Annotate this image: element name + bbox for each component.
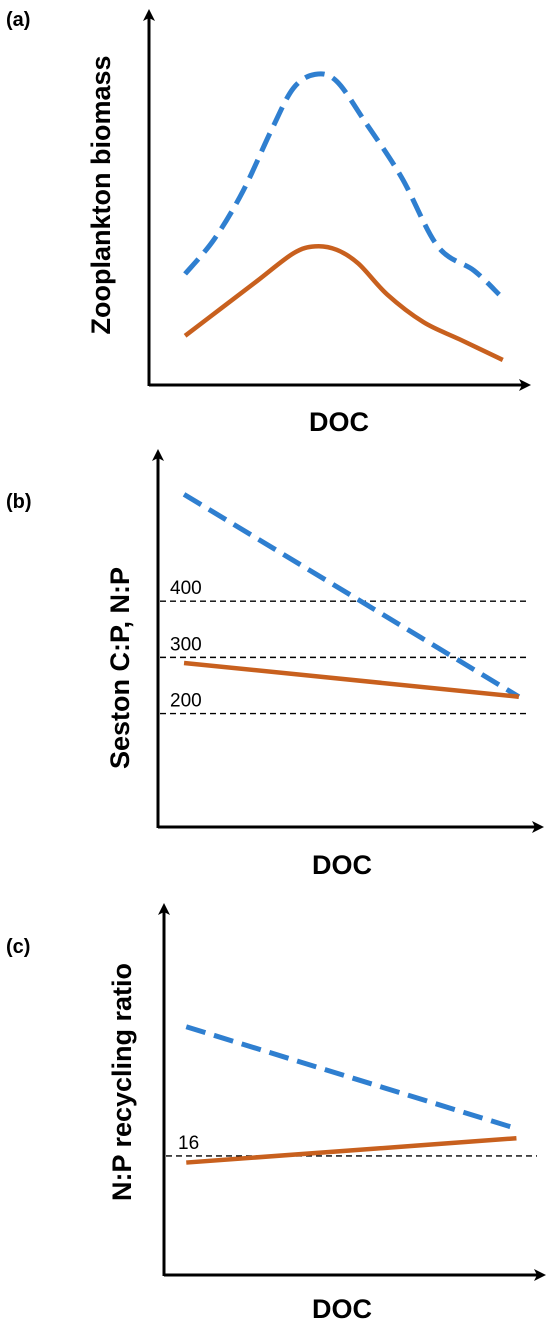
- panel-b: (b) Seston C:P, N:P DOC 400 300 200: [6, 449, 544, 880]
- y-axis-title-b: Seston C:P, N:P: [105, 567, 135, 769]
- reference-label-b-300: 300: [170, 634, 202, 655]
- plot-area-c: 16: [166, 1024, 537, 1165]
- reference-label-c-16: 16: [178, 1133, 199, 1154]
- plot-area-a: [183, 71, 504, 362]
- series-line-c-blue-dashed: [185, 1024, 518, 1131]
- panel-c: (c) N:P recycling ratio DOC 16: [6, 903, 546, 1324]
- series-line-a-blue-dashed: [183, 71, 501, 297]
- x-axis-title-a: DOC: [309, 407, 369, 437]
- series-line-a-orange-solid: [183, 244, 504, 362]
- y-axis-title-c: N:P recycling ratio: [107, 963, 137, 1201]
- reference-label-b-400: 400: [170, 578, 202, 599]
- y-axis-title-a: Zooplankton biomass: [86, 55, 116, 334]
- x-axis-title-c: DOC: [312, 1294, 372, 1324]
- series-line-b-orange-solid: [183, 660, 520, 699]
- reference-label-b-200: 200: [170, 691, 202, 712]
- x-axis-title-b: DOC: [312, 850, 372, 880]
- series-line-b-blue-dashed: [182, 492, 521, 699]
- panel-label-a: (a): [6, 9, 30, 31]
- panel-label-c: (c): [6, 936, 30, 958]
- panel-a: (a) Zooplankton biomass DOC: [6, 9, 531, 437]
- plot-area-b: 400 300 200: [160, 492, 528, 715]
- panel-label-b: (b): [6, 491, 32, 513]
- series-line-c-orange-solid: [186, 1135, 517, 1165]
